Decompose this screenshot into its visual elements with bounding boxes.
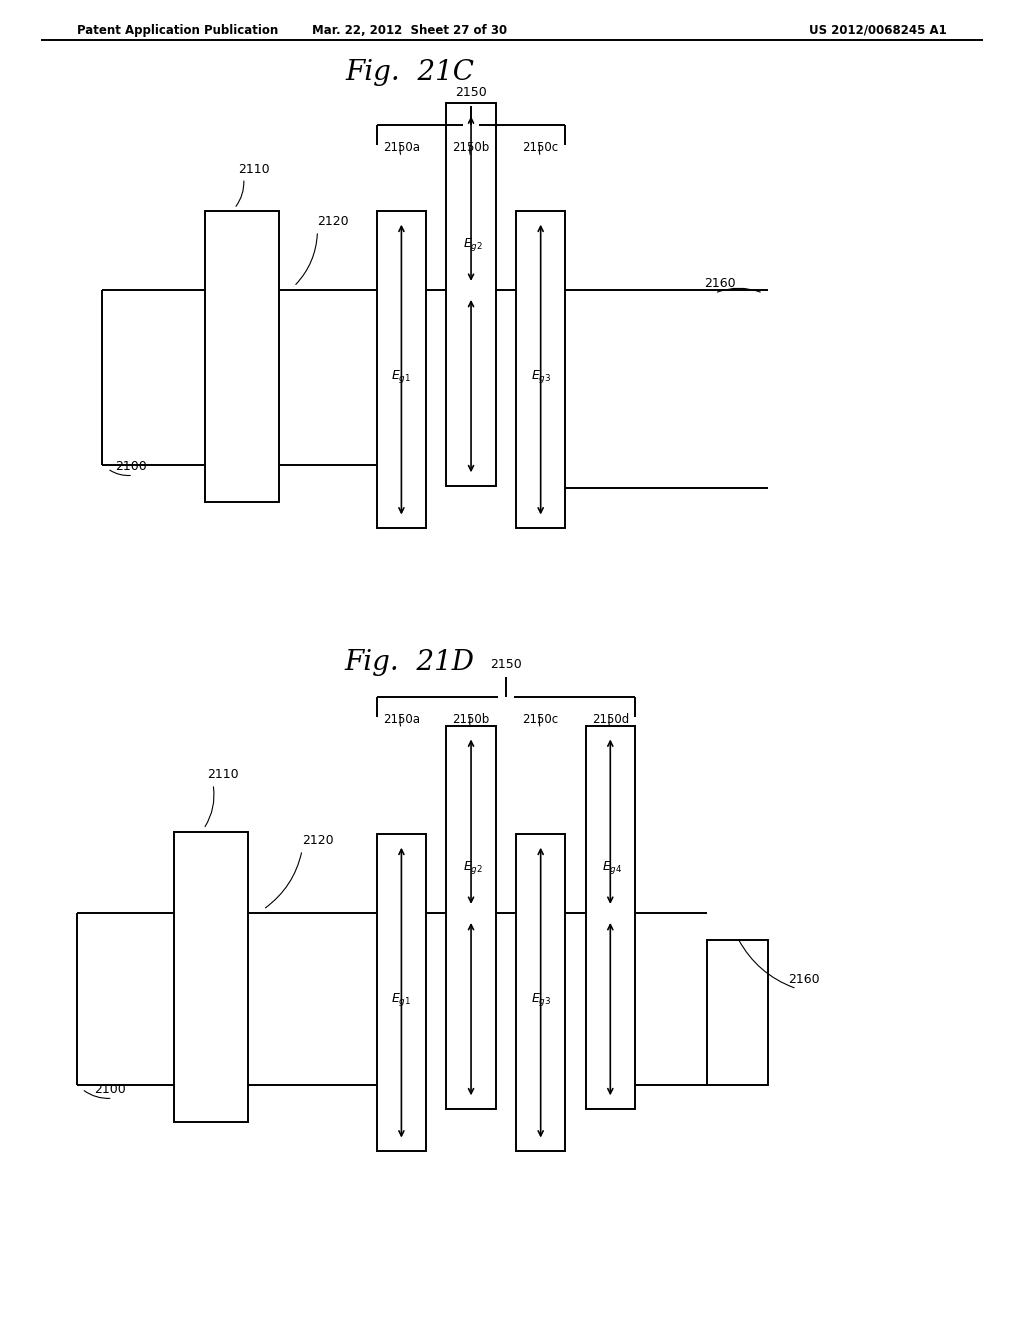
Bar [377, 834, 426, 1151]
Text: 2150c: 2150c [522, 141, 559, 154]
Text: Mar. 22, 2012  Sheet 27 of 30: Mar. 22, 2012 Sheet 27 of 30 [312, 24, 507, 37]
Bar [516, 834, 565, 1151]
Text: Fig.  21C: Fig. 21C [345, 59, 474, 86]
Bar [446, 103, 496, 486]
Bar [205, 211, 279, 502]
Text: Fig.  21D: Fig. 21D [345, 649, 474, 676]
Text: 2110: 2110 [208, 768, 239, 781]
Text: $E_{g1}$: $E_{g1}$ [391, 991, 412, 1007]
Text: 2160: 2160 [705, 277, 736, 290]
Text: $E_{g3}$: $E_{g3}$ [530, 991, 551, 1007]
Bar [446, 726, 496, 1109]
Text: 2150a: 2150a [383, 713, 420, 726]
Bar [174, 832, 248, 1122]
Text: $E_{g2}$: $E_{g2}$ [463, 236, 483, 252]
Text: Patent Application Publication: Patent Application Publication [77, 24, 279, 37]
Bar [586, 726, 635, 1109]
Text: 2120: 2120 [317, 215, 349, 228]
Text: US 2012/0068245 A1: US 2012/0068245 A1 [809, 24, 947, 37]
Text: 2110: 2110 [239, 162, 269, 176]
Text: $E_{g1}$: $E_{g1}$ [391, 368, 412, 384]
Text: 2150b: 2150b [453, 141, 489, 154]
Text: $E_{g2}$: $E_{g2}$ [463, 859, 483, 875]
Bar [516, 211, 565, 528]
Text: 2160: 2160 [788, 973, 820, 986]
Text: 2150a: 2150a [383, 141, 420, 154]
Bar [707, 940, 768, 1085]
Text: 2150c: 2150c [522, 713, 559, 726]
Text: $E_{g3}$: $E_{g3}$ [530, 368, 551, 384]
Text: $E_{g4}$: $E_{g4}$ [602, 859, 623, 875]
Text: 2150d: 2150d [592, 713, 629, 726]
Text: 2150b: 2150b [453, 713, 489, 726]
Bar [377, 211, 426, 528]
Text: 2150: 2150 [455, 86, 487, 99]
Text: 2100: 2100 [115, 459, 146, 473]
Text: 2120: 2120 [302, 834, 334, 847]
Text: 2100: 2100 [94, 1082, 126, 1096]
Text: 2150: 2150 [489, 657, 522, 671]
